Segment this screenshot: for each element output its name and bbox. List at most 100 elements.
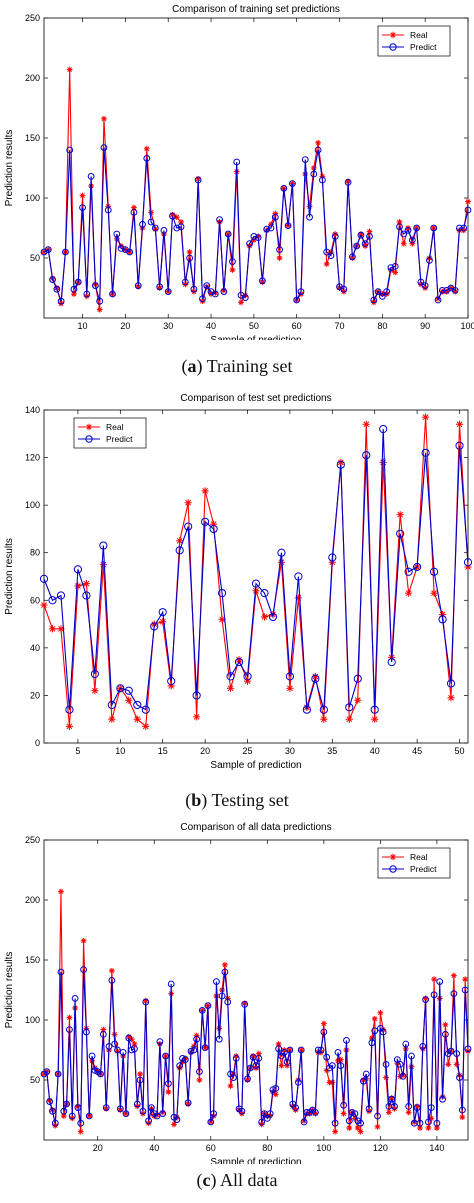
data-point-predict xyxy=(77,1119,85,1127)
data-point-predict xyxy=(114,1046,121,1054)
caption-all: (c) All data xyxy=(196,1170,278,1190)
data-point-predict xyxy=(229,258,236,266)
data-point-predict xyxy=(451,287,459,294)
data-point-predict xyxy=(300,1118,308,1126)
data-point-real xyxy=(142,722,150,730)
asterisk-stroke xyxy=(132,1041,137,1047)
data-point-real xyxy=(178,219,184,225)
asterisk-stroke xyxy=(109,968,115,974)
data-point-real xyxy=(226,684,235,692)
data-point-predict xyxy=(297,288,305,296)
y-tick-label: 100 xyxy=(25,193,40,203)
asterisk-stroke xyxy=(49,625,56,632)
legend-label: Real xyxy=(106,422,124,432)
data-point-predict xyxy=(383,288,391,296)
data-point-real xyxy=(425,1125,432,1131)
data-point-predict xyxy=(275,1045,283,1053)
data-point-predict xyxy=(320,1028,328,1036)
data-point-predict xyxy=(301,156,309,164)
legend-marker-asterisk xyxy=(390,32,396,38)
asterisk-stroke xyxy=(405,225,411,231)
asterisk-stroke xyxy=(58,889,64,894)
y-tick-label: 200 xyxy=(25,895,40,905)
data-point-real xyxy=(66,66,73,73)
data-point-predict xyxy=(357,1119,364,1127)
data-point-predict xyxy=(319,705,328,714)
data-point-predict xyxy=(400,230,408,238)
data-point-predict xyxy=(184,522,193,531)
asterisk-stroke xyxy=(92,687,98,694)
data-point-predict xyxy=(109,290,116,298)
data-point-predict xyxy=(133,700,142,710)
data-point-predict xyxy=(461,986,469,994)
data-point-predict xyxy=(221,968,229,976)
series-line-real xyxy=(43,69,469,310)
data-point-real xyxy=(422,413,430,421)
chart-panel-all: Comparison of all data predictions 50 100 1… xyxy=(0,818,474,1168)
data-point-real xyxy=(96,306,103,313)
asterisk-stroke xyxy=(66,723,73,730)
data-point-predict xyxy=(396,1061,404,1068)
asterisk-stroke xyxy=(451,973,457,978)
asterisk-stroke xyxy=(159,618,166,625)
data-point-predict xyxy=(246,1064,254,1072)
data-point-predict xyxy=(122,1110,130,1118)
y-tick-label: 20 xyxy=(30,690,40,700)
data-point-predict xyxy=(314,1046,322,1054)
data-point-predict xyxy=(289,180,296,188)
data-point-predict xyxy=(460,224,468,232)
asterisk-stroke xyxy=(108,716,115,723)
data-point-predict xyxy=(119,1049,127,1056)
legend-box xyxy=(73,417,147,449)
asterisk-stroke xyxy=(371,300,377,305)
asterisk-stroke xyxy=(81,938,86,944)
asterisk-stroke xyxy=(293,1107,298,1113)
data-point-real xyxy=(159,618,167,626)
asterisk-stroke xyxy=(401,241,407,246)
asterisk-stroke xyxy=(146,1120,151,1126)
data-point-predict xyxy=(105,1043,113,1050)
data-point-predict xyxy=(402,1040,410,1048)
data-point-predict xyxy=(353,242,361,250)
caption-text: Testing set xyxy=(211,790,289,810)
data-point-predict xyxy=(340,1101,348,1109)
data-point-predict xyxy=(434,296,442,304)
asterisk-stroke xyxy=(148,210,154,215)
data-point-predict xyxy=(181,1056,189,1064)
data-point-real xyxy=(165,1089,172,1095)
data-point-predict xyxy=(371,1027,379,1035)
data-point-predict xyxy=(97,1070,104,1078)
data-point-predict xyxy=(173,224,181,232)
data-point-real xyxy=(101,115,107,122)
data-point-predict xyxy=(49,276,56,284)
data-point-predict xyxy=(194,176,202,184)
data-point-predict xyxy=(80,966,87,974)
y-tick-label: 250 xyxy=(25,835,40,845)
series-line-predict xyxy=(43,429,469,711)
data-point-predict xyxy=(455,441,464,450)
data-point-predict xyxy=(254,234,262,242)
asterisk-stroke xyxy=(332,231,338,237)
asterisk-stroke xyxy=(386,1110,392,1115)
data-point-predict xyxy=(91,282,99,290)
asterisk-stroke xyxy=(371,716,378,723)
data-point-real xyxy=(310,165,317,171)
asterisk-stroke xyxy=(58,625,64,632)
data-point-real xyxy=(143,145,150,152)
data-point-predict xyxy=(272,1085,280,1092)
x-tick-label: 60 xyxy=(292,321,302,331)
data-point-predict xyxy=(422,996,430,1004)
chart-title: Comparison of all data predictions xyxy=(180,822,331,833)
data-point-predict xyxy=(378,293,386,300)
data-point-predict xyxy=(66,146,74,154)
legend-label: Real xyxy=(410,852,428,862)
y-tick-label: 200 xyxy=(25,73,40,83)
data-point-predict xyxy=(251,579,261,588)
data-point-predict xyxy=(429,567,439,576)
data-point-predict xyxy=(148,1104,155,1112)
asterisk-stroke xyxy=(405,590,412,597)
data-point-predict xyxy=(241,1001,249,1008)
legend-marker-circle xyxy=(85,435,93,443)
asterisk-stroke xyxy=(197,1077,202,1083)
data-point-predict xyxy=(116,684,125,693)
